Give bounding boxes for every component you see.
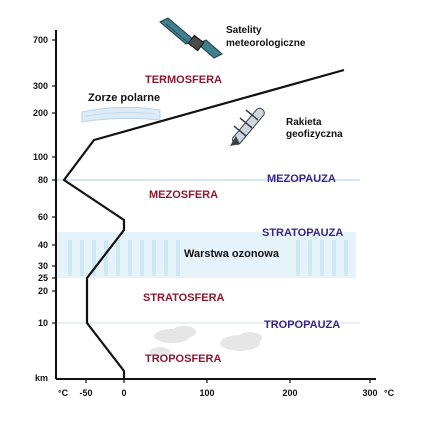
ozone-layer-label: Warstwa ozonowa <box>184 248 280 260</box>
satellite-icon <box>159 17 223 59</box>
satellite-label-line2: meteorologiczne <box>226 38 306 49</box>
cloud-icon <box>150 326 262 357</box>
rocket-icon <box>230 107 265 146</box>
rocket-label-line2: geofizyczna <box>286 129 343 140</box>
mezosfera-label: MEZOSFERA <box>149 189 218 201</box>
x-tick-label: 100 <box>199 388 214 398</box>
aurora-icon <box>81 106 161 123</box>
y-tick-label: 100 <box>33 152 48 162</box>
y-tick-label: 200 <box>33 108 48 118</box>
tropopauza-label: TROPOPAUZA <box>264 319 340 331</box>
y-unit-label: km <box>35 373 48 383</box>
rocket-label-line1: Rakieta <box>286 117 322 128</box>
ozone-layer-band <box>56 232 356 278</box>
stratopauza-label: STRATOPAUZA <box>262 227 343 239</box>
x-tick-marks <box>85 379 371 383</box>
x-unit-label-left: °C <box>58 388 69 398</box>
y-tick-label: 80 <box>38 175 48 185</box>
temperature-profile-line <box>62 68 345 379</box>
x-tick-label: 300 <box>362 388 377 398</box>
y-tick-label: 25 <box>38 273 48 283</box>
y-tick-label: 30 <box>38 261 48 271</box>
y-tick-label: 300 <box>33 81 48 91</box>
y-tick-marks <box>52 39 56 324</box>
y-tick-label: 60 <box>38 212 48 222</box>
x-tick-label: 0 <box>121 388 126 398</box>
y-tick-label: 700 <box>33 35 48 45</box>
aurora-label: Zorze polarne <box>88 92 160 104</box>
x-tick-label: 200 <box>282 388 297 398</box>
y-tick-label: 10 <box>38 318 48 328</box>
troposfera-label: TROPOSFERA <box>145 353 221 365</box>
x-unit-label-right: °C <box>384 388 395 398</box>
x-tick-label: -50 <box>79 388 92 398</box>
y-tick-label: 40 <box>38 240 48 250</box>
y-tick-label: 20 <box>38 286 48 296</box>
satellite-label-line1: Satelity <box>226 25 262 36</box>
mezopauza-label: MEZOPAUZA <box>267 173 336 185</box>
stratosfera-label: STRATOSFERA <box>143 292 225 304</box>
termosfera-label: TERMOSFERA <box>145 74 222 86</box>
